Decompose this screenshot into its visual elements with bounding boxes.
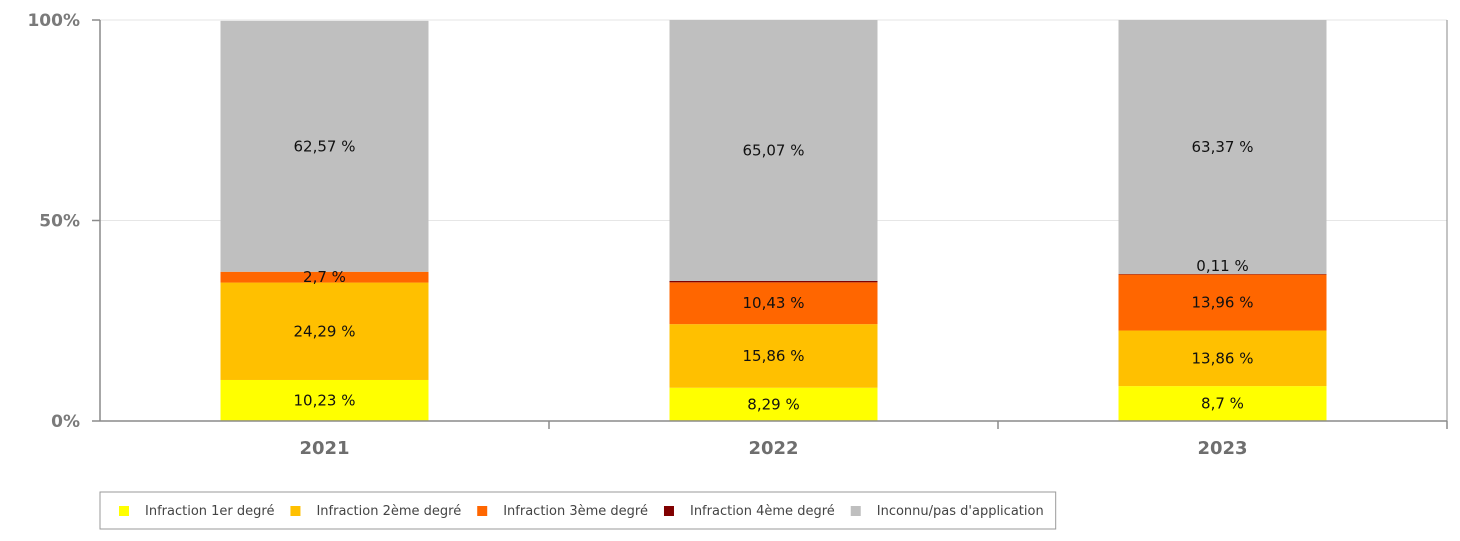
y-tick-label: 0% xyxy=(51,412,80,432)
data-label: 0,11 % xyxy=(1196,257,1248,275)
bar-segment xyxy=(220,379,429,421)
legend-label: Inconnu/pas d'application xyxy=(877,504,1044,519)
bar-segment xyxy=(669,324,878,388)
bar-segment xyxy=(220,20,429,272)
bars-group xyxy=(220,20,1327,421)
legend-swatch xyxy=(663,506,674,516)
bar-segment xyxy=(220,271,429,283)
legend-box xyxy=(99,491,1057,530)
data-label: 8,29 % xyxy=(747,395,799,413)
data-label: 10,23 % xyxy=(294,391,356,409)
legend: Infraction 1er degré Infraction 2ème degr… xyxy=(99,491,1057,530)
data-label: 62,57 % xyxy=(294,137,356,155)
data-label: 24,29 % xyxy=(294,322,356,340)
data-label: 65,07 % xyxy=(743,141,805,159)
bar-segment xyxy=(669,387,878,421)
tick-labels-group: 0% 50% 100% xyxy=(27,11,80,432)
axes-group xyxy=(92,19,1448,429)
data-label: 2,7 % xyxy=(303,268,346,286)
value-labels-group: 10,23 % 24,29 % 2,7 % 62,57 % 8,29 % 15,86 % 1… xyxy=(294,137,1254,413)
legend-swatch xyxy=(477,506,488,516)
x-tick-label: 2021 xyxy=(299,438,349,459)
data-label: 13,86 % xyxy=(1192,349,1254,367)
y-tick-label: 100% xyxy=(27,11,80,31)
legend-swatch xyxy=(850,506,861,516)
legend-label: Infraction 3ème degré xyxy=(503,504,648,519)
bar-segment xyxy=(669,282,878,325)
legend-swatch xyxy=(290,506,301,516)
x-tick-label: 2023 xyxy=(1197,438,1247,459)
bar-segment xyxy=(669,280,878,283)
category-labels-group: 2021 2022 2023 xyxy=(299,438,1247,459)
legend-swatch xyxy=(119,506,129,516)
legend-label: Infraction 1er degré xyxy=(145,504,274,519)
y-tick-label: 50% xyxy=(39,212,80,232)
bar-segment xyxy=(1118,20,1327,275)
x-tick-label: 2022 xyxy=(748,438,798,459)
data-label: 15,86 % xyxy=(743,347,805,365)
data-label: 8,7 % xyxy=(1201,395,1244,413)
data-label: 13,96 % xyxy=(1192,294,1254,312)
legend-label: Infraction 4ème degré xyxy=(690,504,835,519)
bar-segment xyxy=(1118,330,1327,387)
bar-segment xyxy=(1118,386,1327,421)
legend-label: Infraction 2ème degré xyxy=(316,504,461,519)
data-label: 63,37 % xyxy=(1192,138,1254,156)
bar-segment xyxy=(220,282,429,380)
bar-segment xyxy=(669,20,878,281)
data-label: 10,43 % xyxy=(743,294,805,312)
bar-segment xyxy=(1118,274,1327,331)
